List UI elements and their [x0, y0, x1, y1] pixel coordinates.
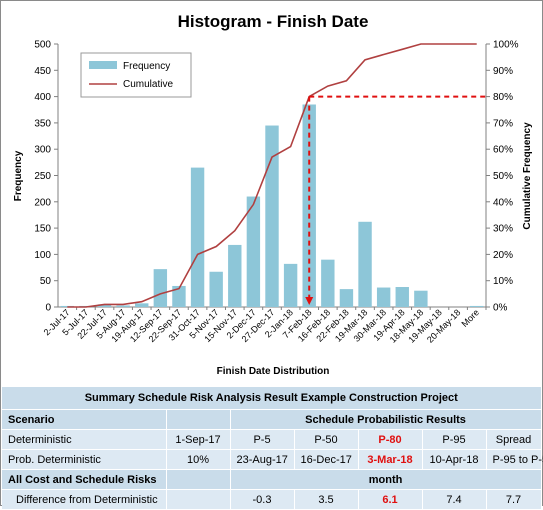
deterministic-label: Deterministic: [2, 429, 167, 450]
prob-label: Prob. Deterministic: [2, 449, 167, 470]
prob-date-p95: 10-Apr-18: [422, 449, 487, 470]
y2-tick-label: 50%: [493, 171, 513, 182]
diff-p80: 6.1: [358, 489, 423, 510]
y2-axis-label: Cumulative Frequency: [522, 122, 533, 230]
y2-tick-label: 30%: [493, 224, 513, 235]
cumulative-line: [67, 43, 477, 308]
diff-p5: -0.3: [230, 489, 295, 510]
y-tick-label: 250: [34, 171, 51, 182]
y2-tick-label: 60%: [493, 145, 513, 156]
scenario-label: Scenario: [2, 409, 167, 430]
y-axis-label: Frequency: [13, 150, 24, 201]
y-tick-label: 300: [34, 145, 51, 156]
y2-tick-label: 90%: [493, 66, 513, 77]
diff-label: Difference from Deterministic: [2, 489, 167, 510]
summary-title: Summary Schedule Risk Analysis Result Ex…: [2, 387, 542, 410]
y-tick-label: 200: [34, 197, 51, 208]
y-tick-label: 50: [40, 276, 52, 287]
unit-label: month: [230, 469, 542, 490]
diff-p50: 3.5: [294, 489, 359, 510]
bar-2-Jan-18: [283, 263, 298, 307]
bar-5-Aug-17: [116, 305, 130, 307]
bar-22-Jul-17: [97, 304, 112, 307]
y2-tick-label: 20%: [493, 250, 513, 261]
percentile-p5: P-5: [230, 429, 295, 450]
bar-30-Mar-18: [376, 287, 391, 307]
bar-19-Apr-18: [395, 287, 409, 307]
y2-tick-label: 40%: [493, 197, 513, 208]
summary-table: Summary Schedule Risk Analysis Result Ex…: [2, 387, 543, 510]
y-tick-label: 0: [45, 303, 51, 314]
bar-18-May-18: [414, 290, 428, 307]
chart-title: Histogram - Finish Date: [178, 12, 369, 31]
bar-5-Nov-17: [209, 271, 223, 307]
percentile-p80: P-80: [358, 429, 423, 450]
y2-tick-label: 80%: [493, 92, 513, 103]
results-header: Schedule Probabilistic Results: [230, 409, 542, 430]
y2-tick-label: 100%: [493, 40, 519, 51]
y-tick-label: 400: [34, 92, 51, 103]
prob-date-p5: 23-Aug-17: [230, 449, 295, 470]
x-axis-label: Finish Date Distribution: [217, 366, 330, 377]
y2-tick-label: 70%: [493, 118, 513, 129]
legend-frequency-swatch: [89, 61, 117, 69]
y2-tick-label: 0%: [493, 303, 508, 314]
percentile-p95: P-95: [422, 429, 487, 450]
prob-value: 10%: [166, 449, 231, 470]
y-tick-label: 150: [34, 224, 51, 235]
legend-cumulative-label: Cumulative: [123, 79, 173, 90]
y-tick-label: 450: [34, 66, 51, 77]
bar-More: [469, 305, 484, 307]
bar-15-Nov-17: [228, 244, 242, 307]
bar-19-Aug-17: [135, 303, 149, 307]
prob-date-p80: 3-Mar-18: [358, 449, 423, 470]
y-tick-label: 100: [34, 250, 51, 261]
percentile-spread: Spread: [486, 429, 542, 450]
risks-label: All Cost and Schedule Risks: [2, 469, 167, 490]
histogram-chart: Histogram - Finish Date 0 50 100 150 200 250 3…: [13, 12, 533, 377]
bar-22-Sep-17: [172, 285, 186, 307]
bar-2-Dec-17: [246, 196, 261, 307]
y-tick-label: 350: [34, 118, 51, 129]
legend-frequency-label: Frequency: [123, 61, 170, 72]
y2-tick-label: 10%: [493, 276, 513, 287]
bar-12-Sep-17: [153, 269, 168, 307]
diff-p95: 7.4: [422, 489, 487, 510]
prob-date-spread: P-95 to P-5: [486, 449, 543, 470]
x-tick-label: More: [460, 307, 482, 329]
diff-spread: 7.7: [486, 489, 542, 510]
bar-19-Mar-18: [358, 221, 372, 307]
bar-22-Feb-18: [339, 289, 354, 307]
p80-arrow-head: [305, 297, 314, 305]
bar-16-Feb-18: [321, 259, 335, 307]
bar-27-Dec-17: [265, 125, 279, 307]
prob-date-p50: 16-Dec-17: [294, 449, 359, 470]
deterministic-date: 1-Sep-17: [166, 429, 231, 450]
y-tick-label: 500: [34, 40, 51, 51]
legend: Frequency Cumulative: [80, 52, 192, 98]
percentile-p50: P-50: [294, 429, 359, 450]
bar-31-Oct-17: [190, 167, 205, 307]
